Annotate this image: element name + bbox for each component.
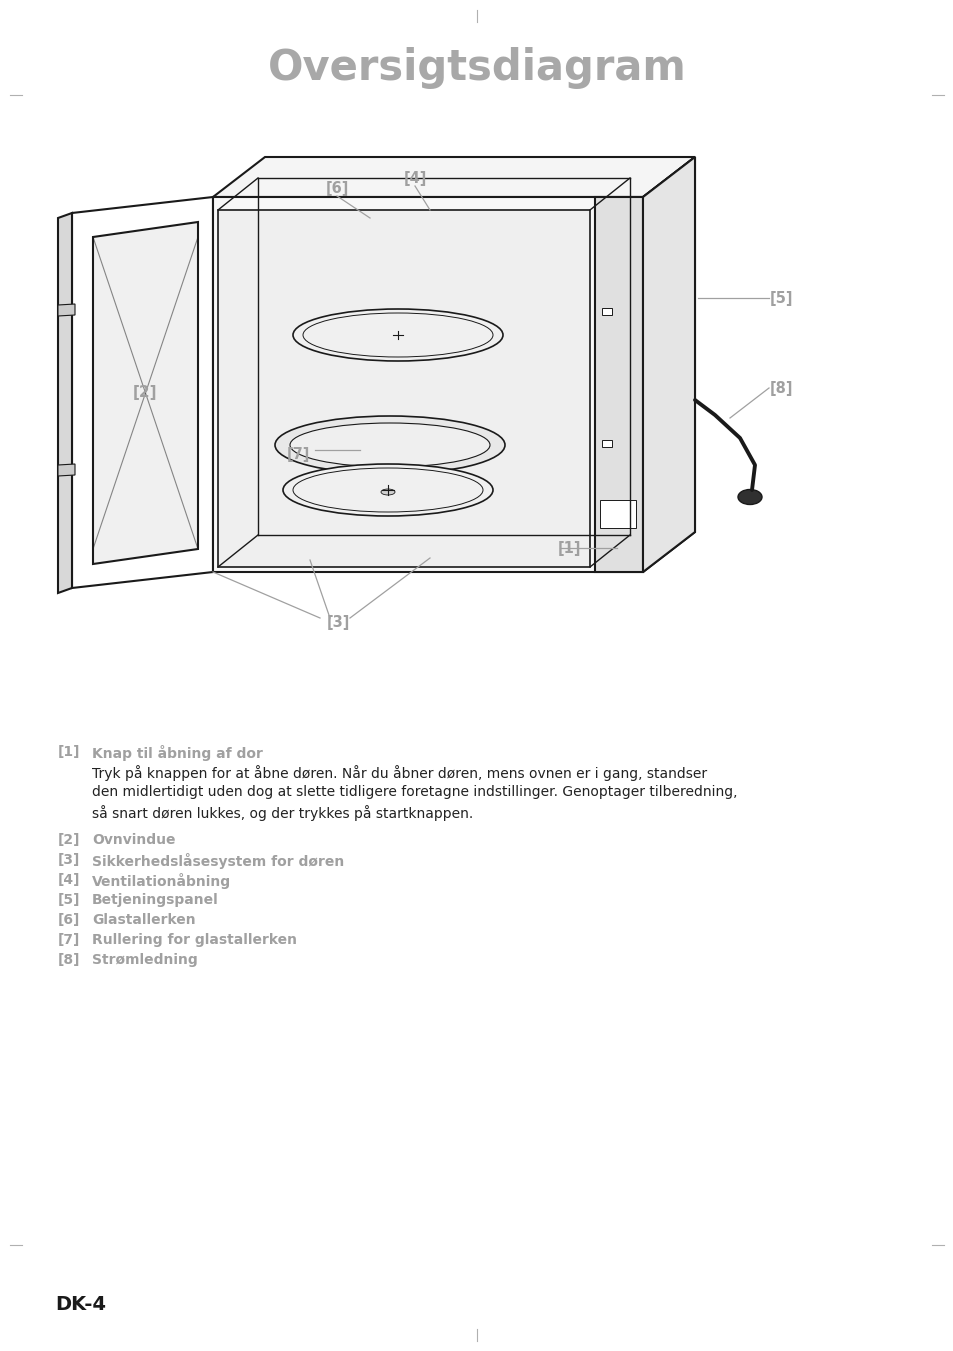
Polygon shape: [58, 463, 75, 476]
Text: [3]: [3]: [326, 615, 350, 630]
Ellipse shape: [380, 489, 395, 494]
Text: [5]: [5]: [769, 290, 793, 305]
Text: Betjeningspanel: Betjeningspanel: [91, 893, 218, 907]
Text: [7]: [7]: [286, 447, 310, 462]
Bar: [218, 209, 589, 567]
Text: Sikkerhedslåsesystem for døren: Sikkerhedslåsesystem for døren: [91, 852, 344, 869]
Polygon shape: [642, 157, 695, 571]
Text: [7]: [7]: [58, 934, 80, 947]
Text: [8]: [8]: [58, 952, 80, 967]
Bar: [595, 197, 642, 571]
Text: Strømledning: Strømledning: [91, 952, 197, 967]
Bar: [601, 440, 612, 447]
Text: [4]: [4]: [403, 170, 426, 185]
Ellipse shape: [274, 416, 504, 474]
Polygon shape: [642, 157, 695, 571]
Ellipse shape: [290, 423, 490, 467]
Text: Ovnvindue: Ovnvindue: [91, 834, 175, 847]
Text: [8]: [8]: [769, 381, 793, 396]
Ellipse shape: [283, 463, 493, 516]
Bar: [599, 500, 636, 528]
Ellipse shape: [738, 489, 761, 504]
Text: Oversigtsdiagram: Oversigtsdiagram: [268, 47, 685, 89]
Text: så snart døren lukkes, og der trykkes på startknappen.: så snart døren lukkes, og der trykkes på…: [91, 805, 473, 821]
Bar: [601, 308, 612, 315]
Text: [2]: [2]: [58, 834, 80, 847]
Polygon shape: [213, 157, 695, 197]
Polygon shape: [92, 222, 198, 563]
Bar: [213, 197, 642, 571]
Text: [2]: [2]: [132, 385, 157, 400]
Polygon shape: [58, 304, 75, 316]
Text: den midlertidigt uden dog at slette tidligere foretagne indstillinger. Genoptage: den midlertidigt uden dog at slette tidl…: [91, 785, 737, 798]
Text: Rullering for glastallerken: Rullering for glastallerken: [91, 934, 296, 947]
Text: Tryk på knappen for at åbne døren. Når du åbner døren, mens ovnen er i gang, sta: Tryk på knappen for at åbne døren. Når d…: [91, 765, 706, 781]
Text: Ventilationåbning: Ventilationåbning: [91, 873, 231, 889]
Text: [4]: [4]: [58, 873, 80, 888]
Text: Glastallerken: Glastallerken: [91, 913, 195, 927]
Text: [1]: [1]: [58, 744, 80, 759]
Text: DK-4: DK-4: [55, 1296, 106, 1315]
Ellipse shape: [293, 309, 502, 361]
Text: [6]: [6]: [58, 913, 80, 927]
Text: [1]: [1]: [558, 540, 581, 555]
Polygon shape: [71, 197, 213, 588]
Text: [5]: [5]: [58, 893, 80, 907]
Text: Knap til åbning af dor: Knap til åbning af dor: [91, 744, 263, 761]
Polygon shape: [58, 213, 71, 593]
Text: [6]: [6]: [325, 181, 349, 196]
Text: [3]: [3]: [58, 852, 80, 867]
